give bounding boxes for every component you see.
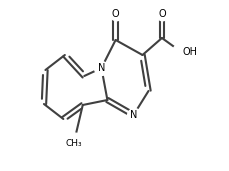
Text: O: O	[158, 9, 166, 19]
Text: OH: OH	[183, 47, 198, 57]
Text: N: N	[130, 110, 137, 120]
Text: N: N	[98, 63, 105, 73]
Text: O: O	[112, 9, 120, 19]
Text: CH₃: CH₃	[65, 139, 82, 148]
